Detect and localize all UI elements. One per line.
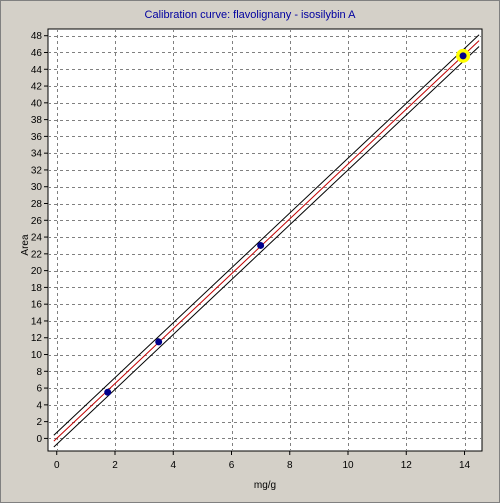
x-tick-label: 8 [287, 460, 293, 471]
chart-title: Calibration curve: flavolignany - isosil… [144, 9, 356, 21]
confidence-band-lower [53, 46, 480, 448]
data-point [459, 52, 467, 60]
y-tick-label: 22 [31, 249, 43, 260]
y-tick-label: 38 [31, 115, 43, 126]
data-point [104, 388, 112, 396]
y-tick-label: 34 [31, 149, 43, 160]
y-tick-label: 48 [31, 31, 43, 42]
x-tick-label: 0 [54, 460, 60, 471]
y-tick-label: 20 [31, 266, 43, 277]
y-tick-label: 36 [31, 132, 43, 143]
y-tick-label: 2 [36, 417, 42, 428]
y-tick-label: 8 [36, 367, 42, 378]
y-tick-label: 24 [31, 233, 43, 244]
data-point [257, 241, 265, 249]
y-tick-label: 46 [31, 48, 43, 59]
fit-line [53, 40, 480, 442]
y-tick-label: 10 [31, 350, 43, 361]
x-tick-label: 10 [342, 460, 354, 471]
y-tick-label: 32 [31, 165, 43, 176]
y-tick-label: 30 [31, 182, 43, 193]
y-tick-label: 18 [31, 283, 43, 294]
y-tick-label: 6 [36, 384, 42, 395]
x-tick-label: 14 [459, 460, 471, 471]
y-tick-label: 16 [31, 300, 43, 311]
x-tick-label: 12 [401, 460, 413, 471]
plot-area [47, 28, 483, 452]
data-point [155, 338, 163, 346]
confidence-band-upper [53, 34, 480, 436]
x-tick-label: 2 [112, 460, 118, 471]
y-tick-label: 4 [36, 400, 42, 411]
y-tick-label: 40 [31, 98, 43, 109]
y-tick-label: 0 [36, 434, 42, 445]
y-axis-label: Area [20, 234, 31, 256]
y-tick-label: 26 [31, 216, 43, 227]
y-tick-label: 14 [31, 316, 43, 327]
x-tick-label: 6 [229, 460, 235, 471]
y-tick-label: 28 [31, 199, 43, 210]
x-tick-label: 4 [170, 460, 176, 471]
x-axis-label: mg/g [254, 480, 276, 491]
y-tick-label: 44 [31, 65, 43, 76]
y-tick-label: 42 [31, 82, 43, 93]
y-tick-label: 12 [31, 333, 43, 344]
